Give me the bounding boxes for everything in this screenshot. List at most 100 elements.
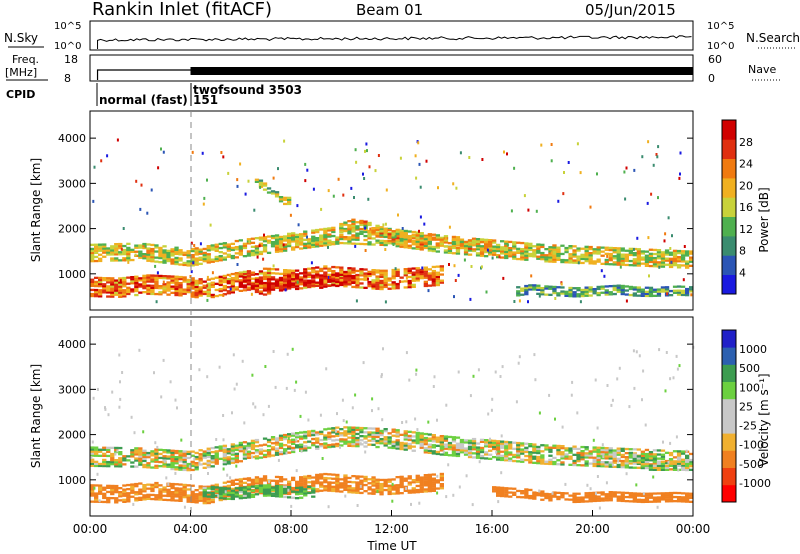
range-cell (254, 284, 260, 287)
range-cell (291, 490, 296, 493)
speckle-cell (345, 420, 348, 424)
range-cell (315, 239, 320, 242)
range-cell (648, 500, 654, 503)
range-cell (186, 467, 191, 470)
speckle-cell (669, 377, 672, 381)
speckle-cell (571, 380, 574, 384)
range-cell (596, 452, 601, 455)
speckle-cell (491, 397, 494, 401)
speckle-cell (382, 347, 384, 351)
range-cell (254, 485, 260, 488)
range-cell (210, 490, 215, 493)
range-cell (250, 237, 256, 240)
range-cell (110, 283, 115, 286)
range-cell (319, 228, 324, 231)
range-cell (455, 454, 461, 458)
range-cell (174, 279, 179, 282)
range-cell (230, 453, 235, 456)
range-cell (323, 238, 328, 241)
range-cell (186, 264, 191, 267)
range-cell (548, 497, 553, 500)
range-cell (258, 292, 264, 295)
range-cell (427, 284, 432, 287)
range-cell (150, 493, 155, 497)
range-cell (291, 442, 296, 445)
speckle-cell (287, 437, 290, 440)
range-cell (504, 248, 509, 251)
range-cell (616, 247, 621, 250)
range-cell (190, 496, 195, 500)
range-cell (644, 256, 650, 259)
range-cell (206, 497, 211, 501)
range-cell (367, 488, 372, 491)
range-cell (664, 492, 670, 495)
range-cell (315, 433, 320, 436)
speckle-cell (676, 367, 679, 371)
range-cell (648, 286, 654, 289)
range-cell (375, 435, 380, 439)
range-cell (676, 500, 682, 503)
range-cell (628, 455, 633, 459)
range-cell (540, 253, 545, 257)
range-cell (335, 486, 340, 489)
speckle-cell (646, 201, 649, 205)
range-cell (242, 286, 248, 289)
range-cell (407, 279, 412, 283)
range-cell (584, 496, 589, 499)
range-cell (423, 451, 428, 454)
range-cell (552, 250, 557, 253)
range-cell (371, 229, 376, 232)
range-cell (278, 285, 284, 288)
range-cell (451, 448, 457, 451)
range-cell (150, 278, 155, 281)
range-cell (648, 258, 654, 262)
range-cell (186, 289, 191, 292)
range-cell (520, 250, 525, 253)
range-cell (596, 293, 601, 297)
range-cell (399, 237, 404, 240)
range-cell (656, 464, 662, 467)
range-cell (319, 236, 324, 239)
range-cell (612, 286, 617, 290)
speckle-cell (397, 213, 399, 217)
range-cell (170, 467, 175, 471)
range-cell (234, 452, 239, 455)
range-cell (616, 288, 621, 291)
range-cell (327, 431, 332, 434)
range-cell (612, 251, 617, 254)
range-cell (311, 476, 316, 479)
nsky-label: N.Sky (4, 31, 38, 45)
range-cell (230, 457, 235, 460)
range-cell (222, 287, 227, 290)
range-cell (508, 491, 513, 494)
range-cell (118, 491, 123, 494)
range-cell (146, 456, 151, 459)
range-cell (242, 477, 248, 480)
range-cell (162, 457, 167, 460)
range-cell (399, 239, 404, 242)
range-cell (600, 450, 605, 454)
range-cell (134, 497, 139, 500)
range-cell (488, 453, 493, 456)
speckle-cell (625, 166, 628, 170)
range-cell (351, 226, 356, 229)
range-cell (114, 293, 119, 296)
range-cell (508, 453, 513, 456)
range-cell (291, 269, 296, 272)
range-cell (287, 279, 292, 282)
range-cell (492, 445, 497, 449)
range-cell (508, 445, 513, 448)
range-cell (150, 260, 155, 263)
range-cell (250, 495, 256, 498)
range-cell (246, 272, 252, 275)
range-cell (387, 229, 392, 232)
range-cell (307, 273, 312, 276)
colorbar-tick-label: 4 (739, 266, 746, 279)
range-cell (347, 283, 352, 286)
range-cell (347, 238, 352, 241)
range-cell (367, 270, 372, 273)
speckle-cell (500, 434, 503, 438)
range-cell (524, 454, 529, 458)
range-cell (572, 496, 577, 499)
range-cell (608, 255, 613, 258)
